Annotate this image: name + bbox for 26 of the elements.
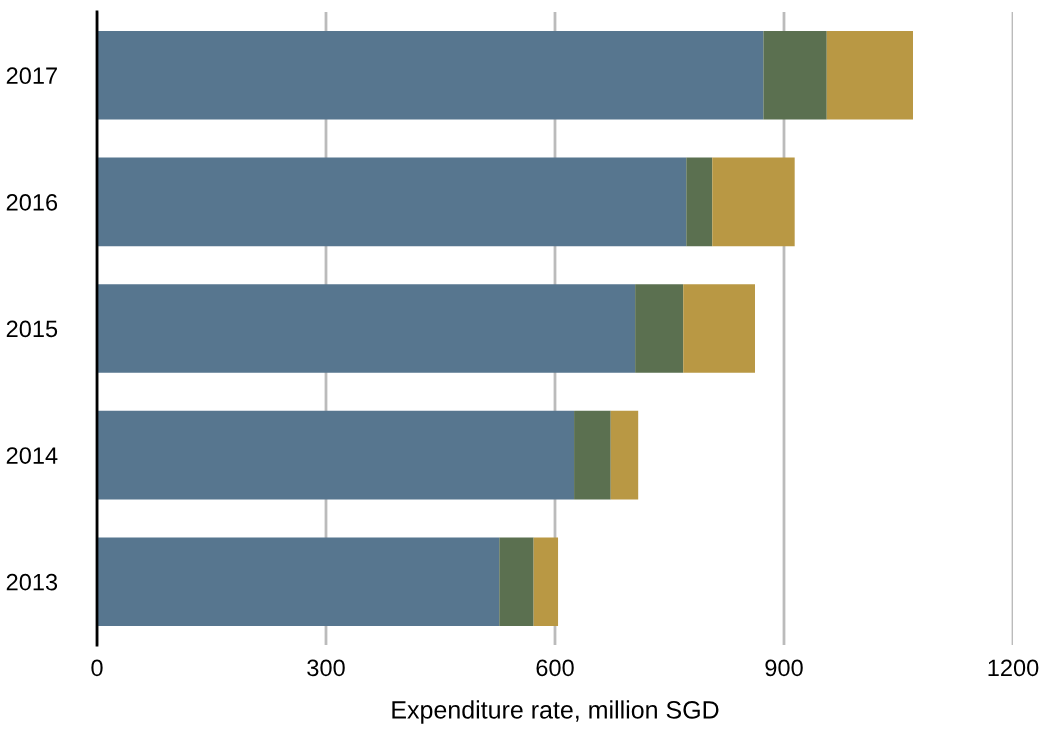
x-tick-label: 900 <box>765 659 803 677</box>
y-tick-label: 2014 <box>6 447 58 464</box>
x-axis-title: Expenditure rate, million SGD <box>392 700 719 724</box>
bar <box>826 30 913 120</box>
bar <box>533 537 559 627</box>
bar <box>610 410 639 500</box>
bar <box>97 410 575 500</box>
y-tick-label: 2015 <box>6 320 58 338</box>
bar <box>499 537 534 627</box>
x-tick-label: 600 <box>536 659 574 677</box>
x-tick-label: 300 <box>307 659 345 677</box>
bar <box>712 157 795 247</box>
bar <box>97 537 500 627</box>
bar <box>686 157 713 247</box>
bar <box>683 284 755 373</box>
bar <box>763 30 827 120</box>
y-tick-label: 2013 <box>6 573 58 591</box>
y-tick-label: 2017 <box>6 67 57 85</box>
bar <box>97 157 687 247</box>
bar <box>97 284 636 373</box>
bar <box>574 410 611 500</box>
bar <box>97 30 764 120</box>
x-tick-label: 1200 <box>988 659 1039 677</box>
x-tick-label: 0 <box>91 659 103 677</box>
y-tick-label: 2016 <box>6 193 58 211</box>
bar <box>635 284 684 373</box>
